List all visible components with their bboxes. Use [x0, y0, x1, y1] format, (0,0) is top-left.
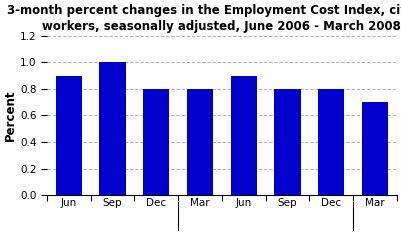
Bar: [56, 76, 82, 195]
Bar: [318, 89, 344, 195]
Bar: [187, 89, 213, 195]
Bar: [99, 62, 126, 195]
Bar: [274, 89, 301, 195]
Y-axis label: Percent: Percent: [4, 90, 17, 141]
Bar: [231, 76, 257, 195]
Title: 3-month percent changes in the Employment Cost Index, civilian
workers, seasonal: 3-month percent changes in the Employmen…: [7, 4, 401, 33]
Bar: [362, 102, 388, 195]
Bar: [143, 89, 170, 195]
